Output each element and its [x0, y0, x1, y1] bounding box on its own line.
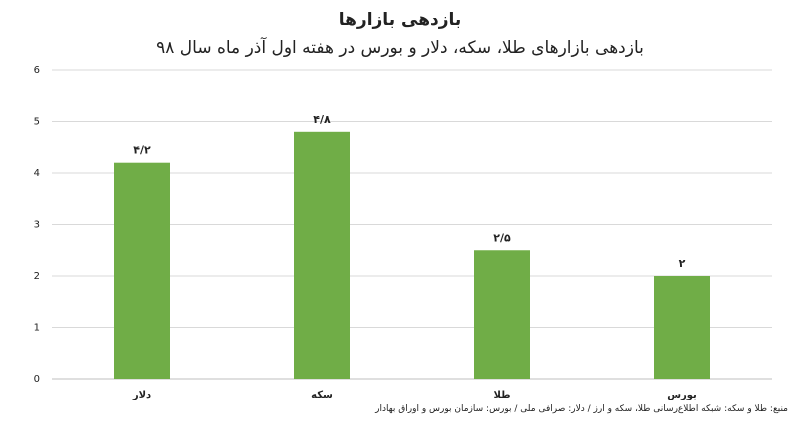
- y-tick-label: 4: [34, 168, 40, 179]
- bar: [654, 276, 710, 379]
- y-tick-label: 6: [34, 65, 40, 76]
- bar: [114, 162, 170, 379]
- y-tick-label: 5: [34, 117, 40, 128]
- bar: [474, 250, 530, 379]
- chart-title: بازدهی بازارها: [339, 10, 462, 30]
- value-label: ۲/۵: [493, 231, 511, 244]
- value-label: ۴/۸: [313, 113, 331, 126]
- y-tick-label: 0: [34, 374, 40, 385]
- x-tick-label: طلا: [493, 390, 510, 400]
- y-tick-label: 2: [34, 271, 40, 282]
- x-tick-label: دلار: [132, 390, 151, 400]
- x-tick-label: سکه: [311, 390, 333, 400]
- value-label: ۴/۲: [133, 144, 151, 157]
- source-note: منبع: طلا و سکه: شبکه اطلاع‌رسانی طلا، س…: [375, 404, 788, 414]
- y-tick-label: 1: [34, 323, 40, 334]
- y-tick-label: 3: [34, 220, 40, 231]
- chart-subtitle: بازدهی بازارهای طلا، سکه، دلار و بورس در…: [156, 36, 644, 58]
- chart: بازدهی بازارها بازدهی بازارهای طلا، سکه،…: [34, 10, 772, 400]
- value-label: ۲: [679, 257, 686, 270]
- x-tick-label: بورس: [667, 390, 697, 400]
- bar: [294, 131, 350, 379]
